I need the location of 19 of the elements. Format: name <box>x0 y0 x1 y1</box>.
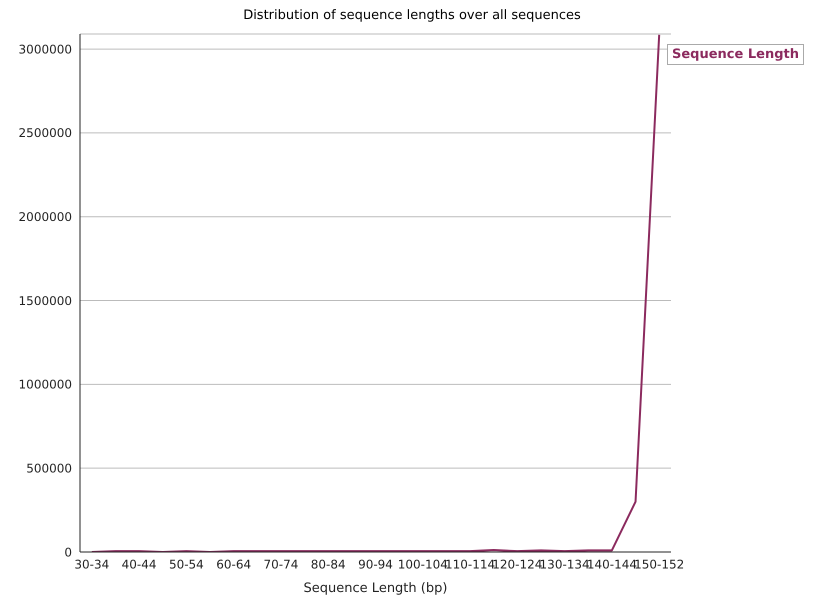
x-tick-label: 40-44 <box>122 558 157 572</box>
x-tick-label: 80-84 <box>310 558 346 572</box>
chart-title: Distribution of sequence lengths over all sequences <box>242 8 582 25</box>
y-tick-label: 500000 <box>26 461 72 476</box>
x-tick-label: 60-64 <box>216 558 252 572</box>
y-tick-label: 1500000 <box>18 294 72 308</box>
x-tick-label: 50-54 <box>168 558 204 572</box>
x-axis-title: Sequence Length (bp) <box>304 581 448 596</box>
series-label: Sequence Length <box>672 47 799 62</box>
y-tick-label: 0 <box>64 545 72 560</box>
x-tick-label: 150-152 <box>634 558 684 572</box>
x-tick-label: 70-74 <box>264 558 298 572</box>
y-tick-label: 1000000 <box>18 378 72 392</box>
y-tick-label: 3000000 <box>18 42 72 56</box>
x-tick-label: 90-94 <box>358 558 393 572</box>
line-series <box>90 34 660 552</box>
x-tick-label: 30-34 <box>74 558 110 572</box>
y-tick-label: 2500000 <box>18 126 72 140</box>
y-tick-label: 2000000 <box>18 210 72 224</box>
